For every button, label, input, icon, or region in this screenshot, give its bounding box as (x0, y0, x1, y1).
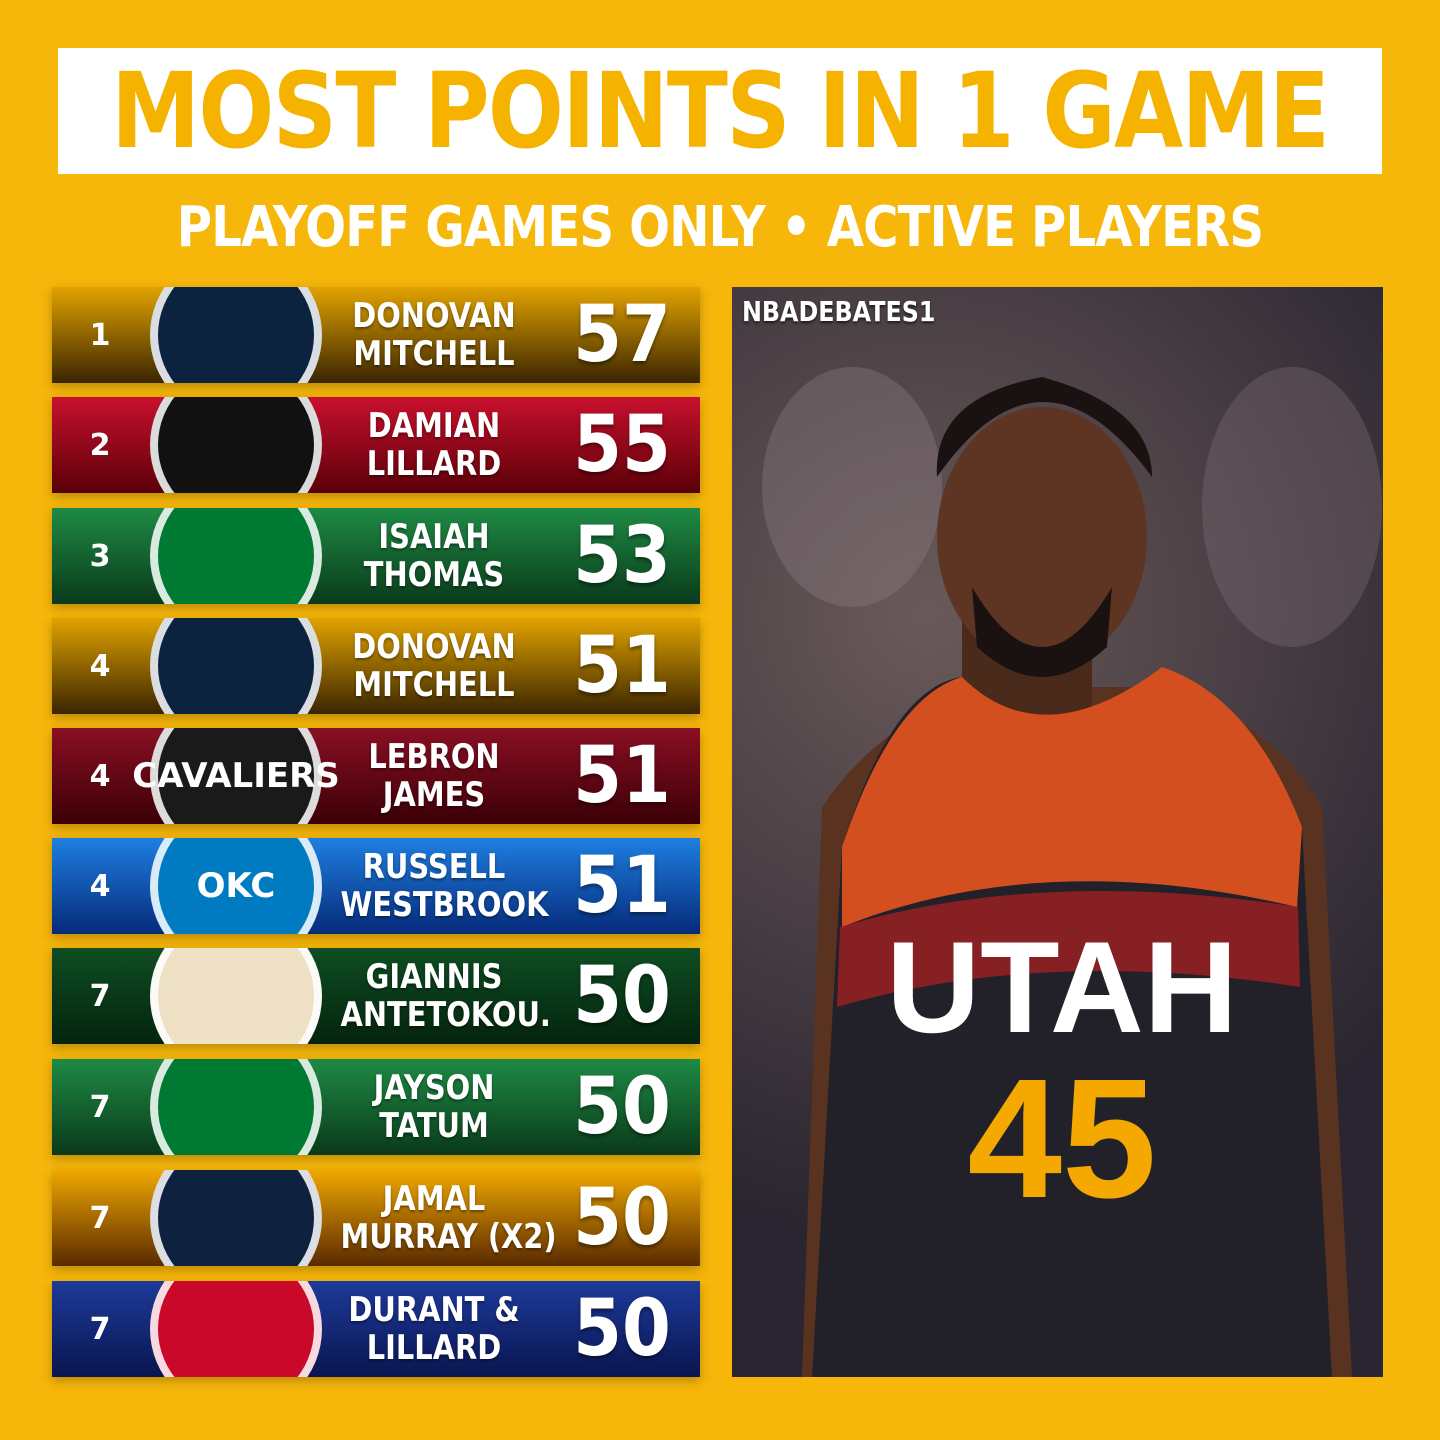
player-name-line1: DONOVAN (352, 296, 516, 336)
ranking-row: 4 CAVALIERS LEBRON JAMES 51 (52, 728, 700, 824)
points: 57 (573, 290, 671, 380)
points: 50 (573, 951, 671, 1041)
player-name: DONOVAN MITCHELL (341, 628, 528, 704)
points: 50 (573, 1062, 671, 1152)
player-name-line2: LILLARD (366, 444, 502, 484)
rank: 4 (89, 758, 111, 794)
player-name-line2: WESTBROOK (340, 885, 549, 925)
player-name-line2: TATUM (379, 1106, 489, 1146)
player-name: JAMAL MURRAY (X2) (340, 1179, 557, 1257)
team-logo (148, 397, 324, 493)
player-name: GIANNIS ANTETOKOU. (340, 957, 551, 1035)
player-illustration: UTAH 45 (762, 367, 1382, 1377)
player-name-line1: DONOVAN (352, 627, 516, 667)
team-logo-icon (150, 397, 322, 493)
ranking-row: 7 DURANT & LILLARD 50 (52, 1281, 700, 1377)
player-name-line2: JAMES (382, 775, 486, 815)
team-logo (148, 287, 324, 383)
points: 53 (573, 511, 671, 601)
team-logo: OKC (148, 838, 324, 934)
team-logo (148, 1170, 324, 1266)
player-photo: UTAH 45 NBADEBATES1 (732, 287, 1383, 1377)
rank: 7 (89, 1089, 111, 1125)
rank: 2 (89, 427, 111, 463)
player-name: JAYSON TATUM (341, 1069, 528, 1145)
player-name-line1: JAMAL (382, 1179, 486, 1219)
player-name-line2: ANTETOKOU. (340, 995, 551, 1035)
player-name: LEBRON JAMES (341, 738, 528, 814)
page-title: MOST POINTS IN 1 GAME (111, 50, 1330, 172)
points: 55 (573, 400, 671, 490)
team-logo (148, 1281, 324, 1377)
rank: 4 (89, 868, 111, 904)
ranking-row: 4 OKC RUSSELL WESTBROOK 51 (52, 838, 700, 934)
team-logo (148, 508, 324, 604)
player-name-line1: JAYSON (373, 1068, 495, 1108)
logo-text: OKC (196, 866, 276, 906)
rank: 4 (89, 648, 111, 684)
points: 51 (573, 841, 671, 931)
player-name-line1: GIANNIS (365, 957, 503, 997)
ranking-row: 4 DONOVAN MITCHELL 51 (52, 618, 700, 714)
team-logo-icon (150, 948, 322, 1044)
player-name-line1: DAMIAN (367, 406, 501, 446)
player-name: DURANT & LILLARD (341, 1291, 528, 1367)
ranking-row: 7 GIANNIS ANTETOKOU. 50 (52, 948, 700, 1044)
ranking-row: 1 DONOVAN MITCHELL 57 (52, 287, 700, 383)
player-name-line2: THOMAS (363, 555, 505, 595)
title-banner: MOST POINTS IN 1 GAME (58, 48, 1382, 174)
jersey-number-text: 45 (967, 1044, 1156, 1234)
rank: 7 (89, 978, 111, 1014)
points: 51 (573, 731, 671, 821)
player-name-line2: MITCHELL (353, 334, 515, 374)
team-logo-icon (150, 508, 322, 604)
player-name: DAMIAN LILLARD (341, 407, 528, 483)
team-logo-icon (150, 287, 322, 383)
ranking-row: 7 JAYSON TATUM 50 (52, 1059, 700, 1155)
team-logo: CAVALIERS (132, 728, 340, 824)
team-logo-icon (150, 618, 322, 714)
player-name-line1: DURANT & (348, 1290, 520, 1330)
jersey-team-text: UTAH (886, 914, 1237, 1060)
ranking-row: 7 JAMAL MURRAY (X2) 50 (52, 1170, 700, 1266)
page-subtitle: PLAYOFF GAMES ONLY • ACTIVE PLAYERS (176, 195, 1264, 260)
rank: 7 (89, 1311, 111, 1347)
ranking-row: 2 DAMIAN LILLARD 55 (52, 397, 700, 493)
player-name: RUSSELL WESTBROOK (340, 847, 549, 925)
player-name-line1: ISAIAH (378, 517, 490, 557)
team-logo-icon (150, 1170, 322, 1266)
team-logo-icon (150, 1281, 322, 1377)
rank: 7 (89, 1200, 111, 1236)
team-logo (148, 1059, 324, 1155)
player-name: DONOVAN MITCHELL (341, 297, 528, 373)
rank: 1 (89, 317, 111, 353)
team-logo-icon: CAVALIERS (132, 728, 340, 824)
player-name: ISAIAH THOMAS (341, 518, 528, 594)
player-name-line2: LILLARD (366, 1328, 502, 1368)
watermark: NBADEBATES1 (742, 295, 936, 328)
player-name-line1: LEBRON (368, 737, 500, 777)
points: 50 (573, 1284, 671, 1374)
player-name-line2: MURRAY (X2) (340, 1217, 557, 1257)
ranking-row: 3 ISAIAH THOMAS 53 (52, 508, 700, 604)
rank: 3 (89, 538, 111, 574)
team-logo-icon: OKC (150, 838, 322, 934)
player-name-line1: RUSSELL (362, 847, 506, 887)
player-name-line2: MITCHELL (353, 665, 515, 705)
team-logo (148, 618, 324, 714)
points: 50 (573, 1173, 671, 1263)
logo-text: CAVALIERS (132, 756, 340, 796)
team-logo-icon (150, 1059, 322, 1155)
team-logo (148, 948, 324, 1044)
points: 51 (573, 621, 671, 711)
